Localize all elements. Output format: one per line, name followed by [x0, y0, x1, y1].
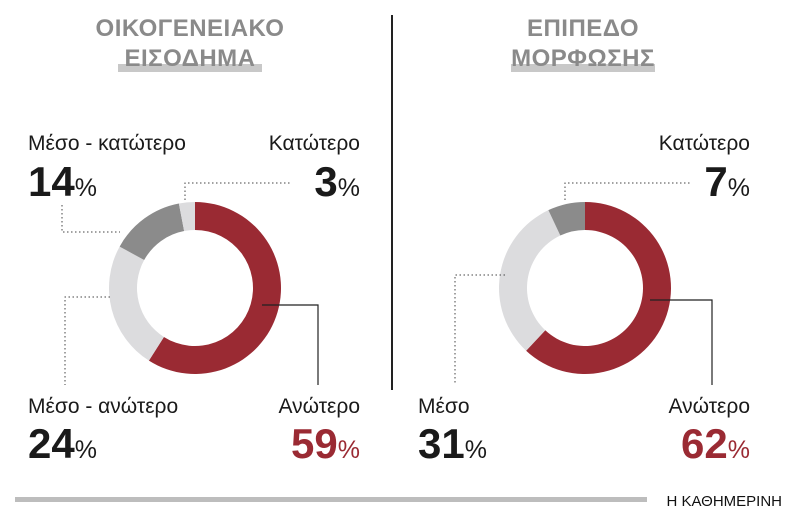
value-number: 14	[28, 158, 75, 205]
value-label: 62%	[681, 420, 750, 467]
value-label: 7%	[704, 158, 750, 205]
donut-slice	[526, 202, 671, 375]
donut-slice	[119, 203, 185, 261]
donut-slice	[548, 202, 585, 236]
value-number: 7	[704, 158, 727, 205]
value-unit: %	[728, 174, 750, 202]
chart-title: ΟΙΚΟΓΕΝΕΙΑΚΟ	[96, 15, 285, 42]
category-label: Κατώτερο	[659, 132, 750, 155]
value-number: 59	[291, 420, 338, 467]
footer-logo: Η ΚΑΘΗΜΕΡΙΝΗ	[666, 493, 782, 510]
title-underline	[118, 64, 262, 72]
leader-line	[184, 182, 290, 200]
category-label: Μέσο - ανώτερο	[28, 395, 178, 418]
value-label: 24%	[28, 420, 97, 467]
donut-slice	[148, 202, 281, 374]
leader-line	[61, 205, 120, 233]
chart-title: ΕΠΙΠΕΔΟ	[527, 15, 639, 42]
category-label: Μέσο	[418, 395, 470, 418]
value-label: 59%	[291, 420, 360, 467]
value-unit: %	[728, 436, 750, 464]
leader-line	[650, 299, 713, 385]
value-label: 14%	[28, 158, 97, 205]
leader-line	[64, 296, 110, 385]
category-label: Ανώτερο	[278, 395, 360, 418]
donut-slice	[499, 210, 561, 351]
category-label: Μέσο - κατώτερο	[28, 132, 186, 155]
leader-line	[564, 182, 690, 200]
value-unit: %	[75, 174, 97, 202]
value-number: 31	[418, 420, 465, 467]
value-unit: %	[338, 436, 360, 464]
title-underline	[511, 64, 655, 72]
value-number: 62	[681, 420, 728, 467]
value-label: 31%	[418, 420, 487, 467]
leader-line	[262, 304, 319, 385]
donut-slice	[108, 246, 164, 361]
chart-title: ΕΙΣΟΔΗΜΑ	[124, 45, 255, 72]
value-number: 24	[28, 420, 75, 467]
category-label: Ανώτερο	[668, 395, 750, 418]
value-unit: %	[75, 436, 97, 464]
leader-line	[454, 274, 505, 385]
footer-bar	[15, 497, 647, 502]
chart-title: ΜΟΡΦΩΣΗΣ	[511, 45, 655, 72]
category-label: Κατώτερο	[269, 132, 360, 155]
value-label: 3%	[314, 158, 360, 205]
donut-slice	[178, 202, 195, 232]
value-number: 3	[314, 158, 337, 205]
value-unit: %	[465, 436, 487, 464]
value-unit: %	[338, 174, 360, 202]
